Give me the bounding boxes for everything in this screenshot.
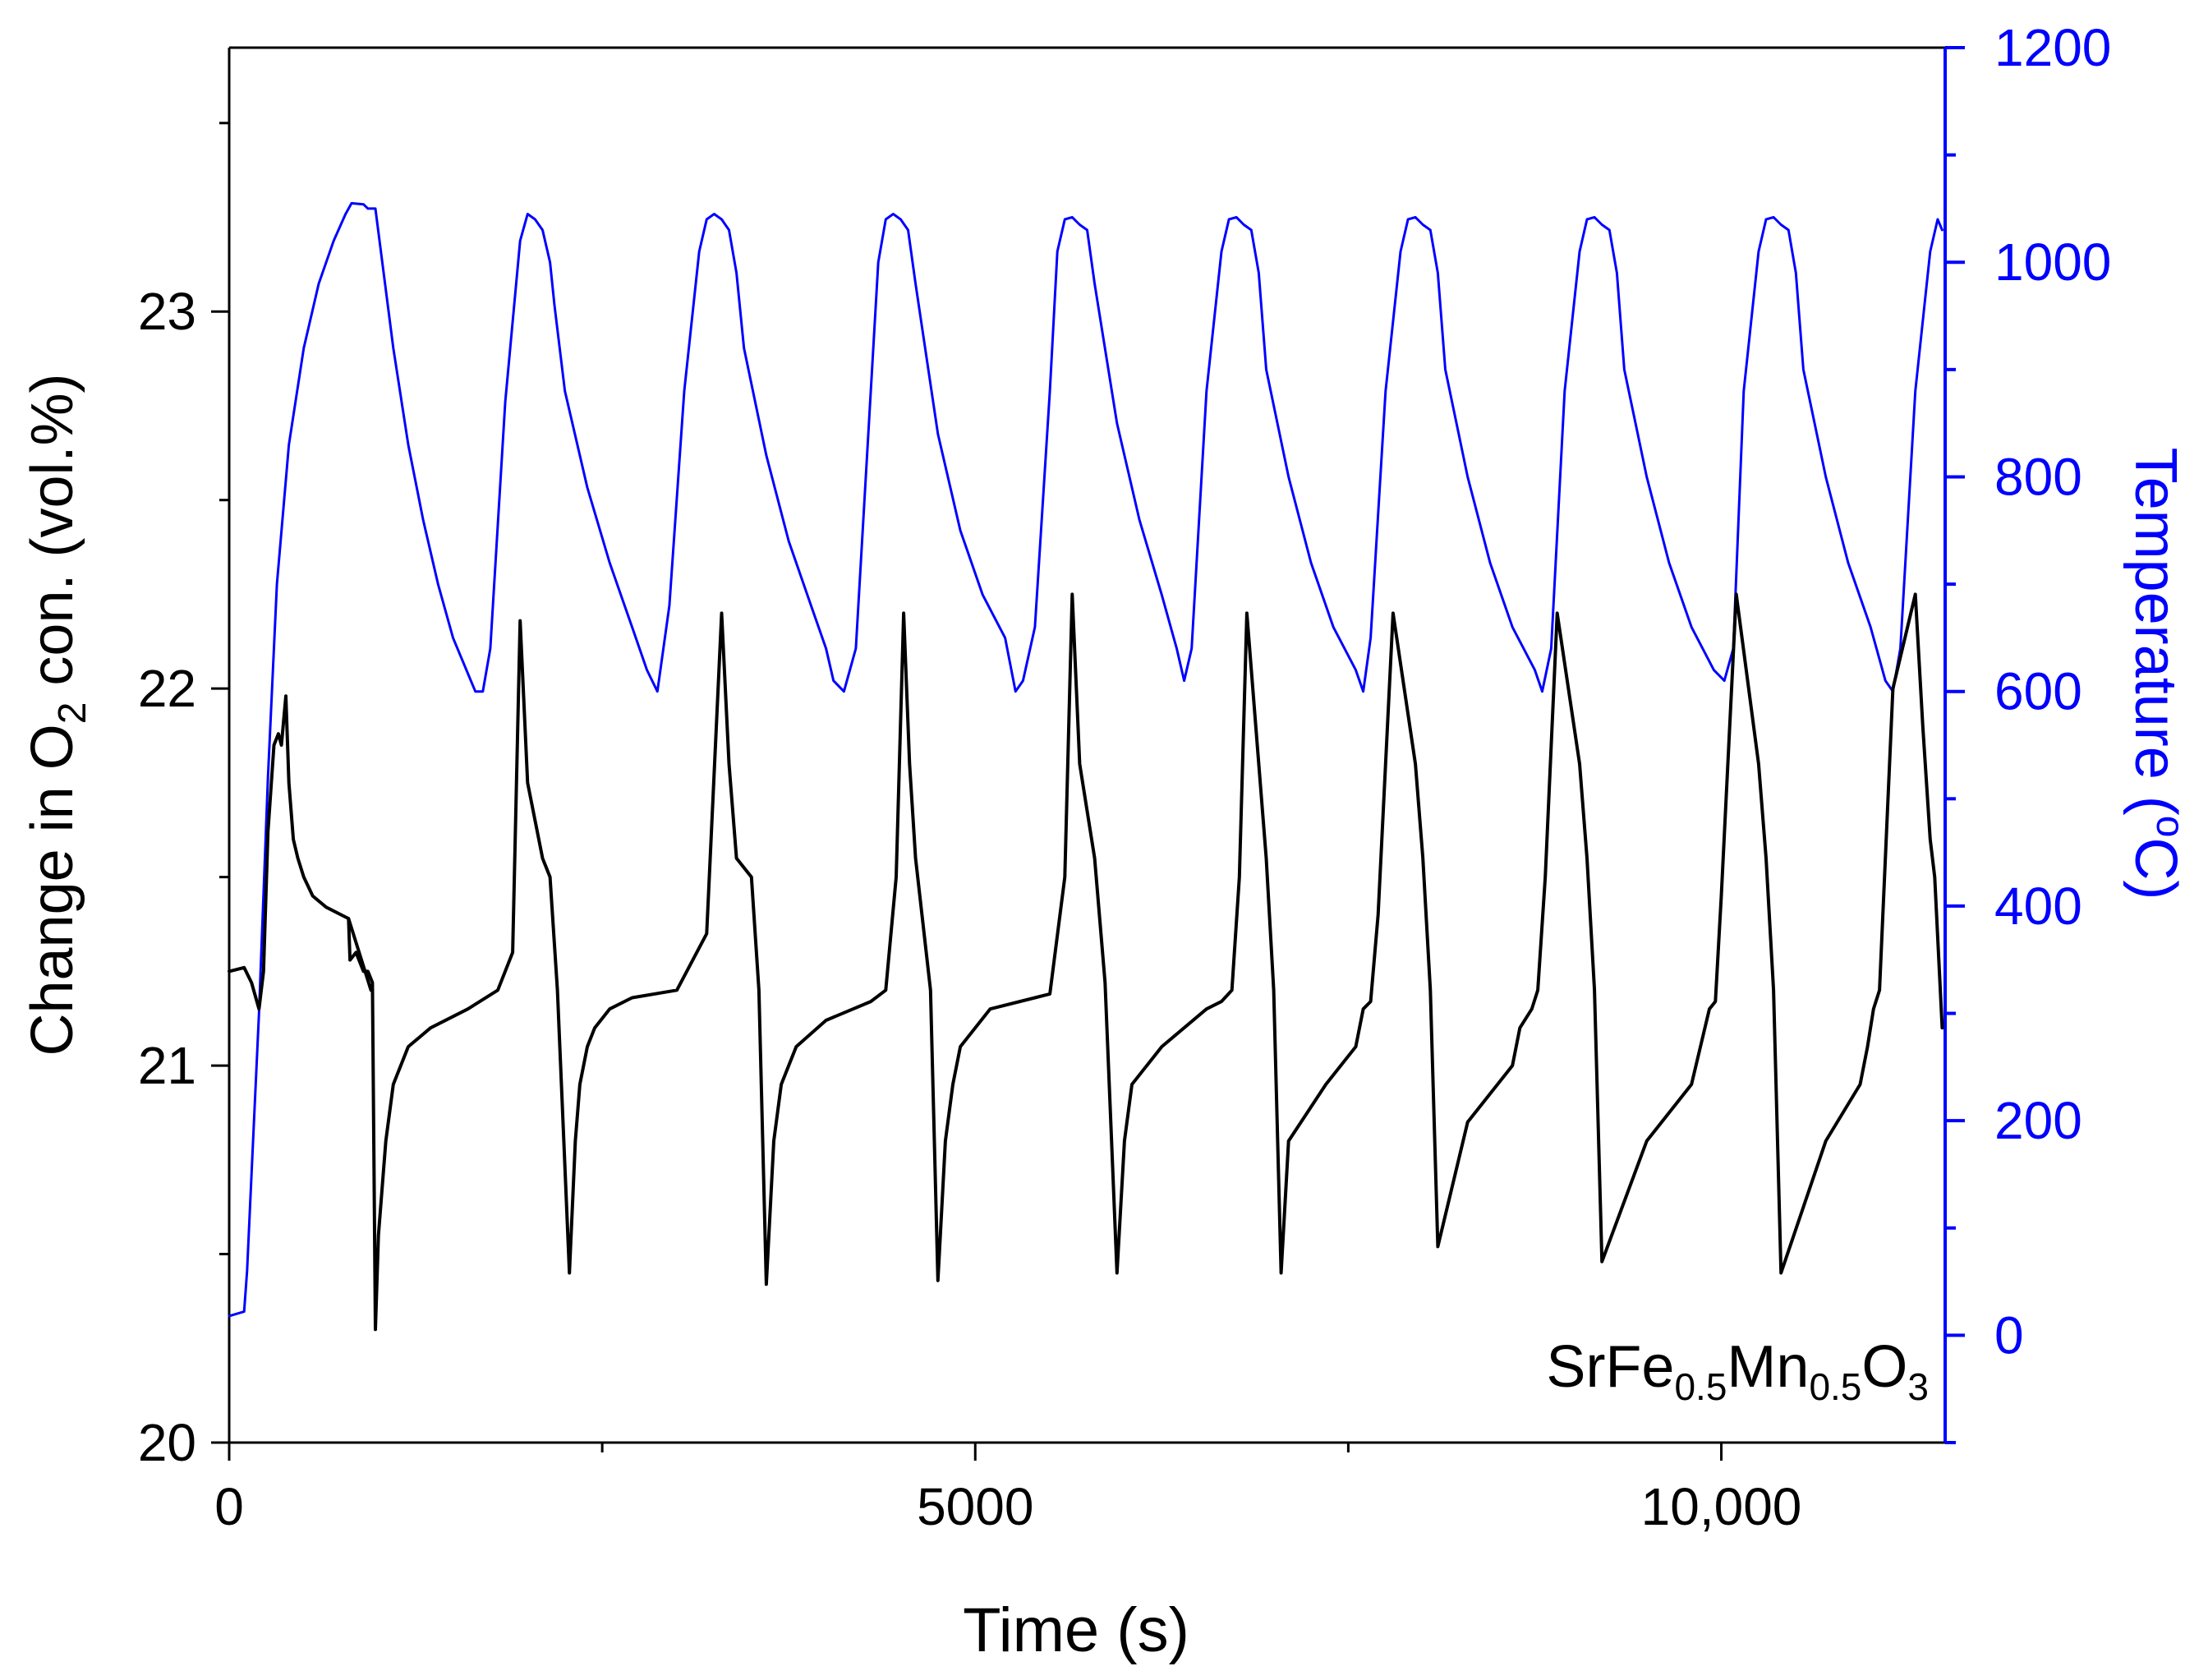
compound-sub-2: 0.5	[1809, 1365, 1861, 1408]
y-right-tick-label: 0	[1994, 1305, 2024, 1365]
y-right-tick-label: 600	[1994, 662, 2082, 721]
compound-part-2: Mn	[1727, 1334, 1809, 1400]
y-left-tick-label: 22	[138, 659, 196, 718]
y-right-tick-label: 400	[1994, 877, 2082, 936]
y-right-tick-label: 1200	[1994, 18, 2111, 77]
y-left-label-suffix: con. (vol.%)	[20, 373, 85, 702]
y-left-label-sub: 2	[51, 702, 94, 725]
compound-sub-3: 3	[1907, 1365, 1929, 1408]
x-tick-label: 5000	[917, 1477, 1033, 1536]
x-tick-label: 0	[214, 1477, 244, 1536]
y-left-tick-label: 20	[138, 1413, 196, 1472]
y-right-label-prefix: Temperature (	[2123, 448, 2188, 816]
y-right-axis: 0 200 400 600 800 1000 1200	[1945, 18, 2111, 1444]
y-left-tick-label: 23	[138, 282, 196, 341]
temperature-series	[228, 201, 1944, 1318]
y-right-label-sup: o	[2148, 816, 2192, 838]
y-left-tick-label: 21	[138, 1036, 196, 1095]
y-right-tick-label: 800	[1994, 447, 2082, 506]
y-right-label-suffix: C)	[2123, 837, 2188, 900]
y-right-tick-label: 200	[1994, 1091, 2082, 1150]
compound-part-3: O	[1861, 1334, 1907, 1400]
y-left-axis-label: Change in O2 con. (vol.%)	[20, 373, 94, 1056]
x-axis: 0 5000 10,000	[214, 1443, 1801, 1536]
x-axis-label: Time (s)	[963, 1595, 1189, 1665]
x-tick-label: 10,000	[1641, 1477, 1802, 1536]
y-left-axis: 20 21 22 23	[138, 122, 229, 1472]
o2-line	[228, 592, 1944, 1332]
compound-sub-1: 0.5	[1674, 1365, 1727, 1408]
y-right-axis-label: Temperature (oC)	[2123, 448, 2192, 900]
compound-annotation: SrFe0.5Mn0.5O3	[1546, 1334, 1929, 1408]
y-left-label-prefix: Change in O	[20, 724, 85, 1056]
o2-series	[228, 592, 1944, 1332]
y-right-tick-label: 1000	[1994, 232, 2111, 292]
compound-part-1: SrFe	[1546, 1334, 1674, 1400]
temperature-line	[228, 201, 1944, 1318]
plot-frame	[228, 46, 1947, 1444]
